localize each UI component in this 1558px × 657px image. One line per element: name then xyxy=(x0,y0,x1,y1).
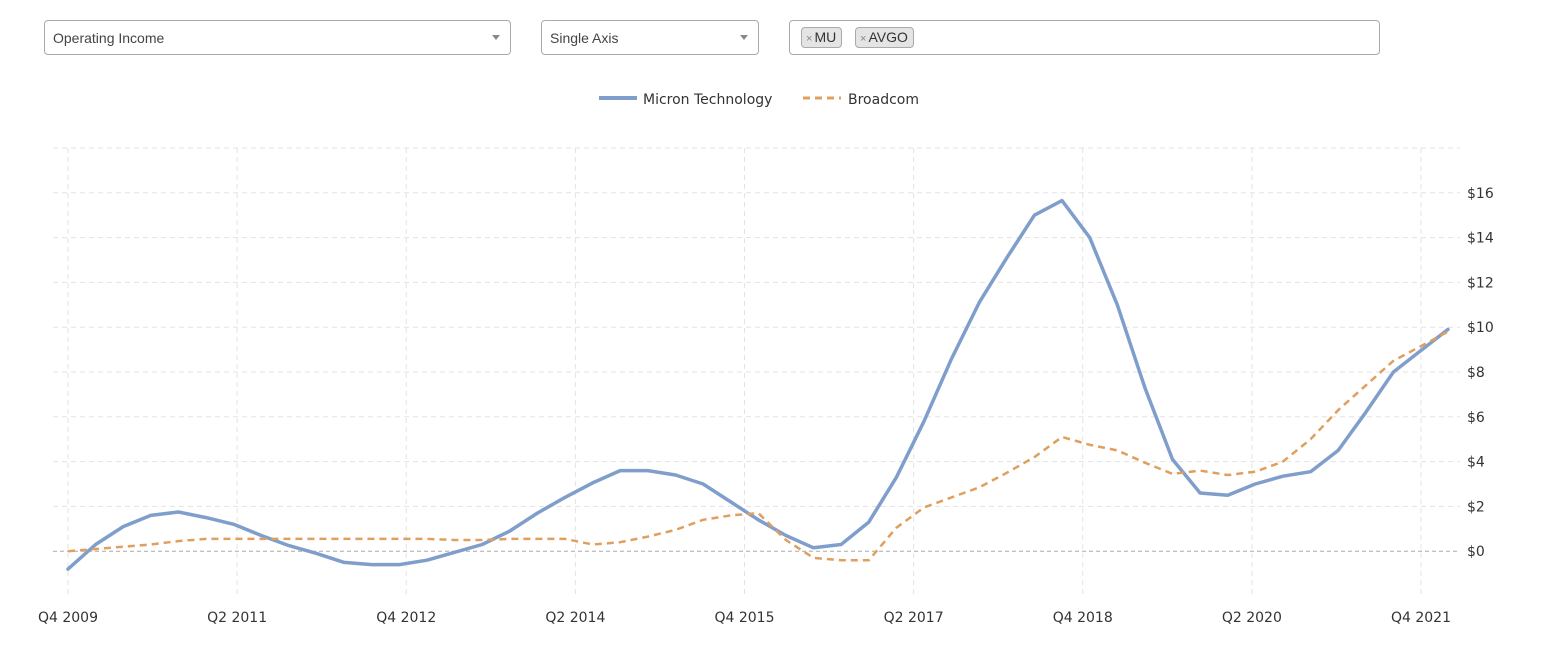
x-tick-label: Q2 2011 xyxy=(207,610,267,626)
y-tick-label: $12 xyxy=(1467,275,1494,291)
legend-label-micron: Micron Technology xyxy=(643,92,772,108)
chevron-down-icon xyxy=(740,35,748,40)
x-tick-label: Q4 2009 xyxy=(38,610,98,626)
y-tick-label: $8 xyxy=(1467,365,1485,381)
ticker-tag-label: MU xyxy=(814,29,837,45)
remove-mu-icon[interactable]: × xyxy=(806,33,813,45)
ticker-tag-mu: × MU xyxy=(801,27,843,48)
chart-series xyxy=(66,198,1450,571)
metric-select-value: Operating Income xyxy=(53,30,165,46)
y-tick-label: $2 xyxy=(1467,499,1485,515)
chart-ticks: $0 $2 $4 $6 $8 $10 $12 $14 $16 Q4 2009 Q2 2011 Q4 2… xyxy=(38,186,1494,626)
chart-legend: Micron Technology Broadcom xyxy=(599,92,919,108)
chart-grid xyxy=(53,147,1460,596)
y-tick-label: $16 xyxy=(1467,186,1494,202)
remove-avgo-icon[interactable]: × xyxy=(860,33,867,45)
chevron-down-icon xyxy=(492,35,500,40)
series-line-broadcom xyxy=(67,330,1449,562)
metric-select[interactable]: Operating Income xyxy=(44,20,511,55)
x-tick-label: Q4 2012 xyxy=(376,610,436,626)
legend-item-broadcom[interactable]: Broadcom xyxy=(803,92,919,108)
x-tick-label: Q2 2017 xyxy=(884,610,944,626)
x-tick-label: Q4 2018 xyxy=(1053,610,1113,626)
y-tick-label: $6 xyxy=(1467,410,1485,426)
x-tick-label: Q2 2014 xyxy=(545,610,605,626)
y-tick-label: $10 xyxy=(1467,320,1494,336)
ticker-multiselect[interactable]: × MU × AVGO xyxy=(789,20,1380,55)
series-line-micron xyxy=(66,198,1450,571)
y-tick-label: $4 xyxy=(1467,455,1485,471)
ticker-tag-label: AVGO xyxy=(868,29,908,45)
y-tick-label: $0 xyxy=(1467,544,1485,560)
legend-label-broadcom: Broadcom xyxy=(848,92,919,108)
axis-mode-select-value: Single Axis xyxy=(550,30,619,46)
legend-item-micron[interactable]: Micron Technology xyxy=(599,92,772,108)
x-tick-label: Q2 2020 xyxy=(1222,610,1282,626)
y-tick-label: $14 xyxy=(1467,231,1494,247)
x-tick-label: Q4 2021 xyxy=(1391,610,1451,626)
axis-mode-select[interactable]: Single Axis xyxy=(541,20,759,55)
x-tick-label: Q4 2015 xyxy=(714,610,774,626)
ticker-tag-avgo: × AVGO xyxy=(855,27,914,48)
